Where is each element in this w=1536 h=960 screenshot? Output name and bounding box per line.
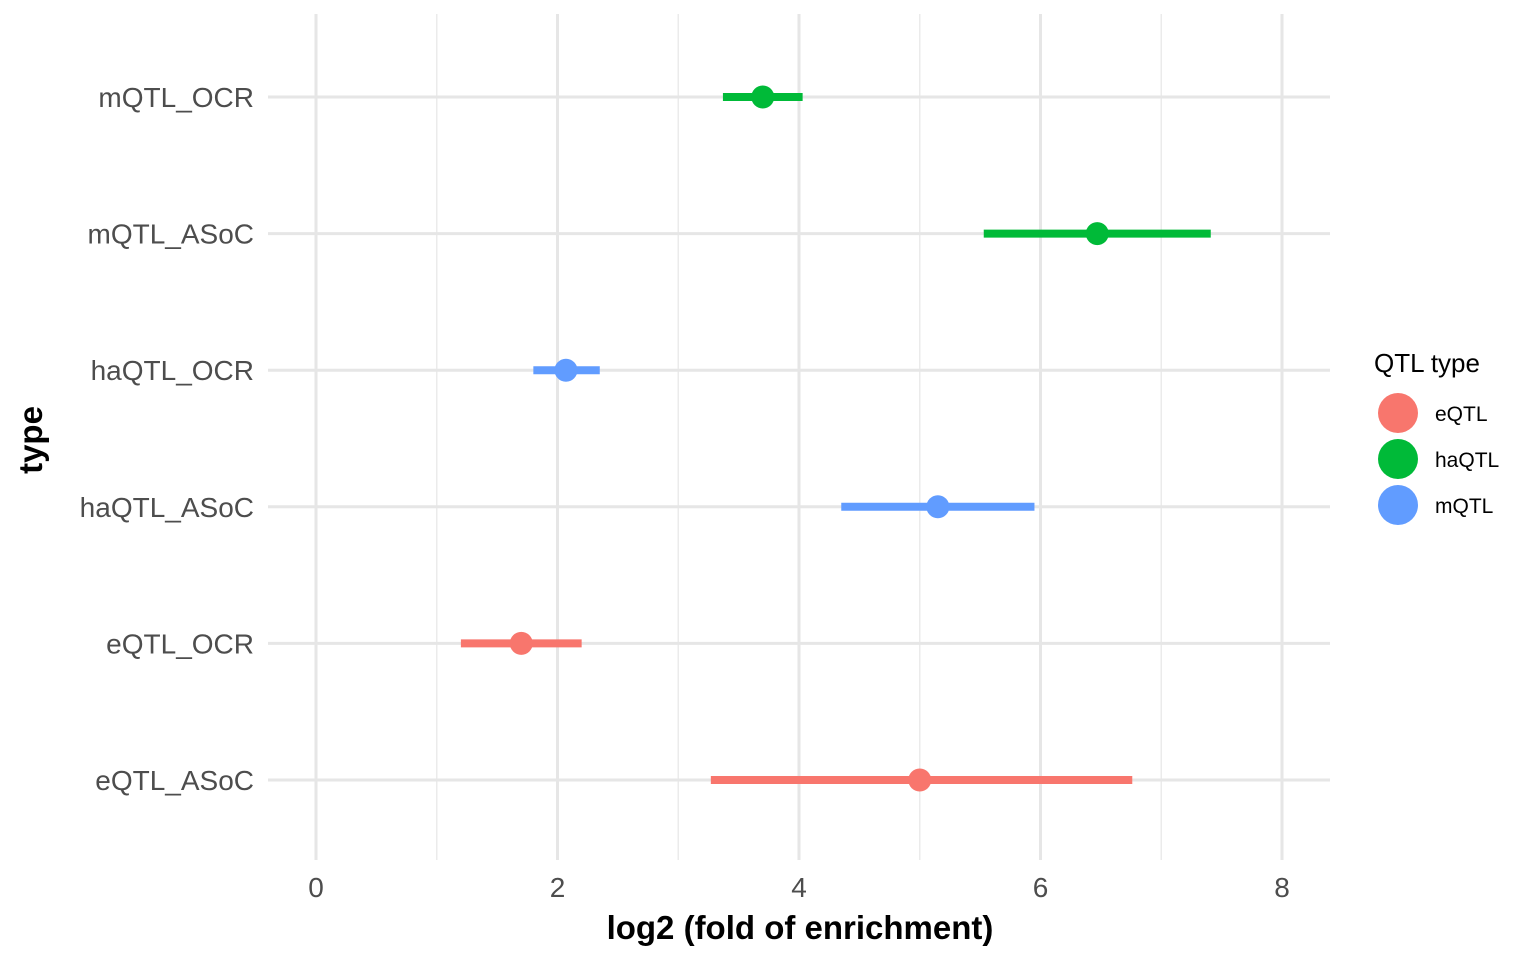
y-tick-label-eQTL_ASoC: eQTL_ASoC bbox=[95, 765, 254, 796]
legend-key-eQTL bbox=[1378, 393, 1418, 433]
y-tick-label-haQTL_ASoC: haQTL_ASoC bbox=[80, 492, 254, 523]
legend-label-mQTL: mQTL bbox=[1435, 495, 1493, 518]
x-tick-label-2: 2 bbox=[550, 872, 566, 903]
legend-title: QTL type bbox=[1374, 348, 1480, 378]
legend-items: eQTL haQTL mQTL bbox=[1378, 393, 1499, 525]
grid-major bbox=[268, 14, 1330, 860]
point-eQTL_ASoC bbox=[908, 768, 932, 792]
y-axis-title: type bbox=[12, 406, 49, 474]
point-mQTL_ASoC bbox=[1085, 222, 1109, 246]
data-points bbox=[509, 85, 1109, 792]
point-haQTL_ASoC bbox=[926, 495, 950, 519]
point-haQTL_OCR bbox=[554, 358, 578, 382]
x-axis-tick-labels: 0 2 4 6 8 bbox=[308, 872, 1290, 903]
x-tick-label-6: 6 bbox=[1033, 872, 1049, 903]
legend: QTL type eQTL haQTL mQTL bbox=[1374, 348, 1499, 525]
legend-label-haQTL: haQTL bbox=[1435, 449, 1499, 472]
legend-label-eQTL: eQTL bbox=[1435, 403, 1488, 426]
x-tick-label-4: 4 bbox=[791, 872, 807, 903]
legend-key-haQTL bbox=[1378, 439, 1418, 479]
x-tick-label-8: 8 bbox=[1274, 872, 1290, 903]
x-axis-title: log2 (fold of enrichment) bbox=[607, 909, 994, 946]
legend-key-mQTL bbox=[1378, 485, 1418, 525]
grid-minor bbox=[436, 14, 1162, 860]
x-tick-label-0: 0 bbox=[308, 872, 324, 903]
y-axis-tick-labels: eQTL_ASoC eQTL_OCR haQTL_ASoC haQTL_OCR mQTL… bbox=[80, 82, 254, 796]
error-bars bbox=[460, 93, 1211, 784]
point-eQTL_OCR bbox=[509, 631, 533, 655]
point-mQTL_OCR bbox=[751, 85, 775, 109]
y-tick-label-eQTL_OCR: eQTL_OCR bbox=[106, 628, 254, 659]
y-tick-label-mQTL_ASoC: mQTL_ASoC bbox=[88, 219, 255, 250]
y-tick-label-haQTL_OCR: haQTL_OCR bbox=[91, 355, 254, 386]
y-tick-label-mQTL_OCR: mQTL_OCR bbox=[98, 82, 254, 113]
